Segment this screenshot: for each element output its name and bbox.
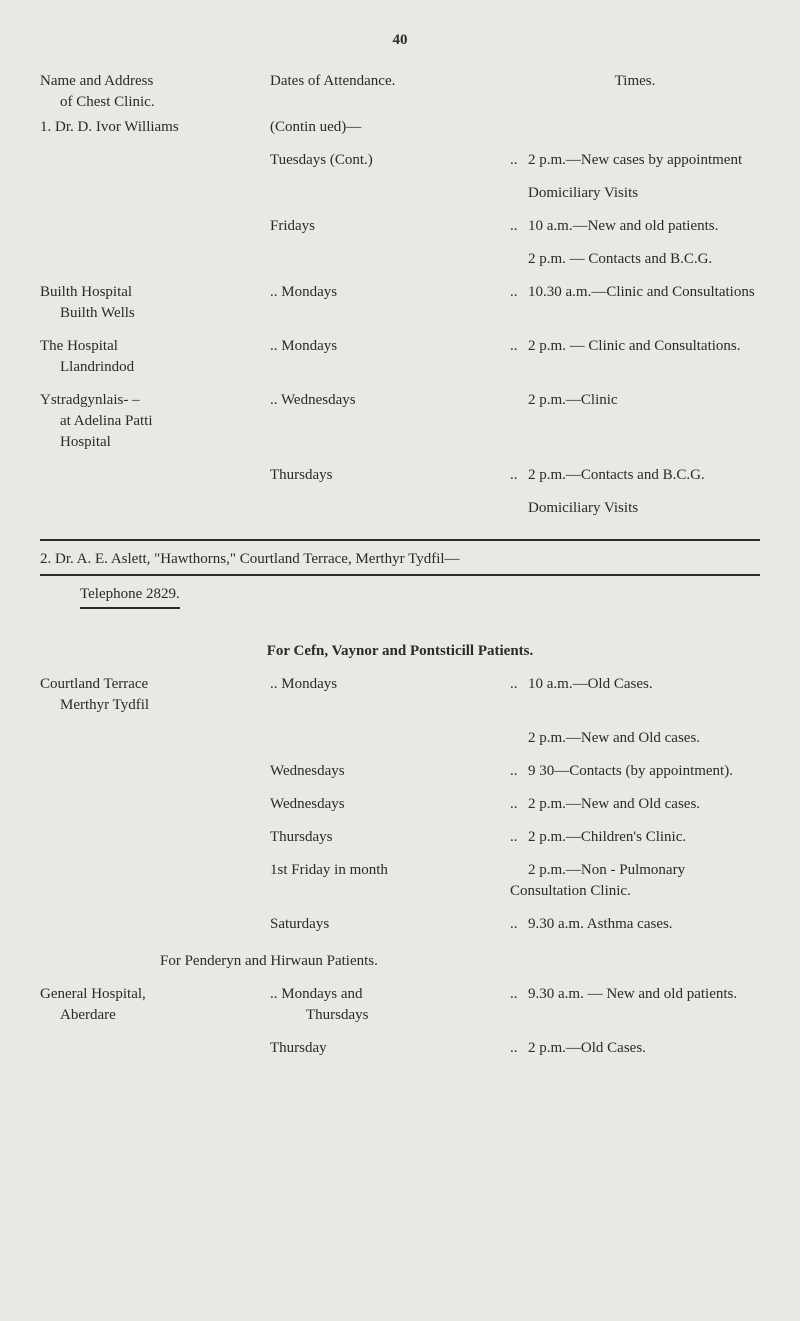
schedule-entry: Tuesdays (Cont.)..2 p.m.—New cases by ap…	[40, 150, 760, 171]
day-cell: Thursdays	[270, 827, 510, 848]
times-cell: 2 p.m.—New and Old cases.	[510, 728, 760, 749]
day-cell: .. Wednesdays	[270, 390, 510, 411]
schedule-entry: Thursdays..2 p.m.—Children's Clinic.	[40, 827, 760, 848]
times-cell: ..9.30 a.m. — New and old patients.	[510, 984, 760, 1005]
times-cell: 2 p.m. — Contacts and B.C.G.	[510, 249, 760, 270]
schedule-entry: 1st Friday in month2 p.m.—Non - Pulmonar…	[40, 860, 760, 902]
day-cell: .. Mondays	[270, 336, 510, 357]
location-cell: Ystradgynlais- –at Adelina PattiHospital	[40, 390, 270, 453]
location-cell: Builth HospitalBuilth Wells	[40, 282, 270, 324]
doctor1-row: 1. Dr. D. Ivor Williams (Contin ued)—	[40, 117, 760, 138]
times-cell: ..2 p.m.—Children's Clinic.	[510, 827, 760, 848]
section1-title: For Cefn, Vaynor and Pontsticill Patient…	[40, 641, 760, 662]
telephone: Telephone 2829.	[80, 584, 180, 609]
day-cell: Wednesdays	[270, 761, 510, 782]
times-cell: 2 p.m.—Non - Pulmonary Consultation Clin…	[510, 860, 760, 902]
location-cell: Courtland TerraceMerthyr Tydfil	[40, 674, 270, 716]
times-cell: ..9 30—Contacts (by appointment).	[510, 761, 760, 782]
day-cell: 1st Friday in month	[270, 860, 510, 881]
location-cell: The HospitalLlandrindod	[40, 336, 270, 378]
times-cell: ..2 p.m.—New and Old cases.	[510, 794, 760, 815]
schedule-entry: Thursday..2 p.m.—Old Cases.	[40, 1038, 760, 1059]
schedule-entry: Wednesdays..2 p.m.—New and Old cases.	[40, 794, 760, 815]
page-number: 40	[40, 30, 760, 51]
schedule-entry: Ystradgynlais- –at Adelina PattiHospital…	[40, 390, 760, 453]
times-cell: Domiciliary Visits	[510, 498, 760, 519]
section2-title: For Penderyn and Hirwaun Patients.	[40, 951, 760, 972]
header-col2: Dates of Attendance.	[270, 71, 510, 113]
schedule-entry: Wednesdays..9 30—Contacts (by appointmen…	[40, 761, 760, 782]
header-row: Name and Address of Chest Clinic. Dates …	[40, 71, 760, 113]
times-cell: ..10 a.m.—New and old patients.	[510, 216, 760, 237]
day-cell: Thursday	[270, 1038, 510, 1059]
schedule-entry: Domiciliary Visits	[40, 183, 760, 204]
section-divider-2	[40, 574, 760, 576]
times-cell: 2 p.m.—Clinic	[510, 390, 760, 411]
schedule-entry: Thursdays..2 p.m.—Contacts and B.C.G.	[40, 465, 760, 486]
header-col3: Times.	[510, 71, 760, 113]
schedule-entry: 2 p.m.—New and Old cases.	[40, 728, 760, 749]
doctor1-name: 1. Dr. D. Ivor Williams	[40, 117, 270, 138]
schedule-entry: Saturdays..9.30 a.m. Asthma cases.	[40, 914, 760, 935]
day-cell: Saturdays	[270, 914, 510, 935]
times-cell: Domiciliary Visits	[510, 183, 760, 204]
day-cell: Tuesdays (Cont.)	[270, 150, 510, 171]
times-cell: ..2 p.m. — Clinic and Consultations.	[510, 336, 760, 357]
times-cell: ..2 p.m.—New cases by appointment	[510, 150, 760, 171]
schedule-entry: Builth HospitalBuilth Wells.. Mondays..1…	[40, 282, 760, 324]
schedule-entry: The HospitalLlandrindod.. Mondays..2 p.m…	[40, 336, 760, 378]
day-cell: .. Mondays	[270, 674, 510, 695]
times-cell: ..10.30 a.m.—Clinic and Consultations	[510, 282, 760, 303]
doctor1-continued: (Contin ued)—	[270, 117, 510, 138]
schedule-entry: Courtland TerraceMerthyr Tydfil.. Monday…	[40, 674, 760, 716]
doctor2-name: 2. Dr. A. E. Aslett, "Hawthorns," Courtl…	[40, 549, 760, 570]
day-cell: Fridays	[270, 216, 510, 237]
location-cell: General Hospital,Aberdare	[40, 984, 270, 1026]
day-cell: .. Mondays	[270, 282, 510, 303]
schedule-entry: General Hospital,Aberdare.. Mondays andT…	[40, 984, 760, 1026]
day-cell: .. Mondays andThursdays	[270, 984, 510, 1026]
header-col1-line1: Name and Address	[40, 71, 260, 92]
times-cell: ..2 p.m.—Old Cases.	[510, 1038, 760, 1059]
day-cell: Thursdays	[270, 465, 510, 486]
times-cell: ..9.30 a.m. Asthma cases.	[510, 914, 760, 935]
schedule-entry: 2 p.m. — Contacts and B.C.G.	[40, 249, 760, 270]
header-col1-line2: of Chest Clinic.	[40, 92, 260, 113]
section-divider-1	[40, 539, 760, 541]
schedule-entry: Domiciliary Visits	[40, 498, 760, 519]
schedule-entry: Fridays..10 a.m.—New and old patients.	[40, 216, 760, 237]
times-cell: ..10 a.m.—Old Cases.	[510, 674, 760, 695]
day-cell: Wednesdays	[270, 794, 510, 815]
times-cell: ..2 p.m.—Contacts and B.C.G.	[510, 465, 760, 486]
